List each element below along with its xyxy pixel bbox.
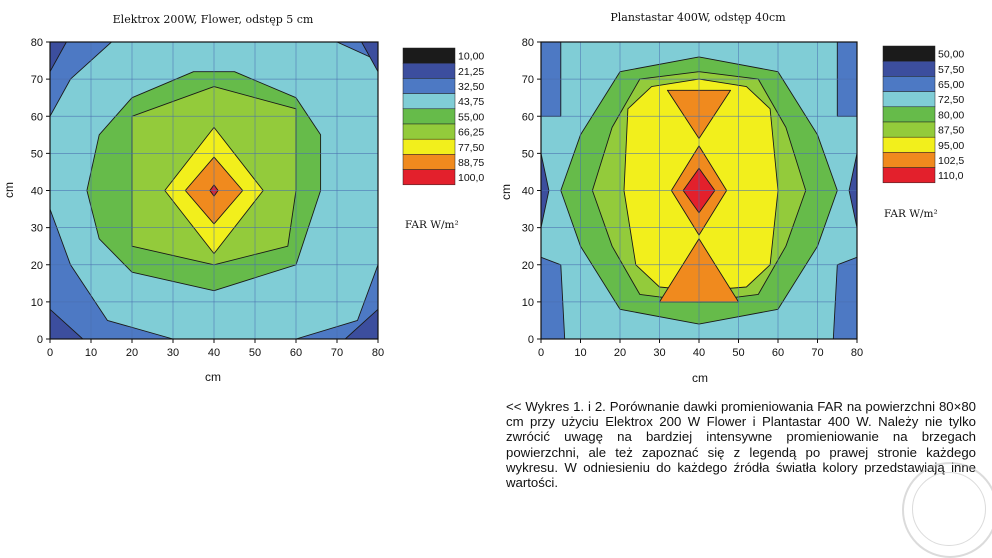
legend-swatch — [882, 60, 936, 77]
legend-label: 80,00 — [938, 109, 964, 121]
x-tick-label: 20 — [614, 347, 626, 359]
legend-swatch — [882, 91, 936, 108]
x-tick-label: 70 — [331, 347, 343, 359]
legend-label: 66,25 — [458, 127, 484, 139]
x-tick-label: 40 — [208, 347, 220, 359]
legend-swatch — [882, 106, 936, 123]
y-tick-label: 30 — [522, 223, 534, 235]
legend-swatch — [882, 167, 936, 184]
x-tick-label: 30 — [167, 347, 179, 359]
legend-swatch — [402, 78, 456, 94]
chart-title: Planstastar 400W, odstęp 40cm — [610, 11, 786, 24]
x-tick-label: 60 — [290, 347, 302, 359]
legend-label: 110,0 — [938, 170, 964, 182]
figure-caption: << Wykres 1. i 2. Porównanie dawki promi… — [506, 399, 976, 491]
legend-label: 65,00 — [938, 79, 964, 91]
y-axis-label: cm — [2, 182, 16, 198]
legend-unit-label: FAR W/m² — [405, 219, 459, 231]
legend-label: 102,5 — [938, 155, 964, 167]
x-axis-label: cm — [692, 371, 708, 385]
legend-swatch — [402, 169, 456, 186]
legend-label: 32,50 — [458, 81, 484, 93]
y-tick-label: 40 — [31, 186, 43, 198]
x-tick-label: 0 — [47, 347, 53, 359]
corner-patch-3 — [361, 42, 378, 73]
y-tick-label: 80 — [522, 37, 534, 49]
x-tick-label: 80 — [372, 347, 384, 359]
y-tick-label: 50 — [31, 148, 43, 160]
y-tick-label: 40 — [522, 186, 534, 198]
y-tick-label: 50 — [522, 148, 534, 160]
contour-band-1 — [541, 256, 566, 339]
y-axis-label: cm — [499, 184, 513, 200]
x-tick-label: 30 — [653, 347, 665, 359]
x-tick-label: 20 — [126, 347, 138, 359]
legend-swatch — [882, 152, 936, 168]
y-tick-label: 60 — [31, 111, 43, 123]
y-tick-label: 0 — [37, 334, 43, 346]
corner-patch-1 — [344, 308, 378, 339]
legend-label: 72,50 — [938, 94, 964, 106]
stamp-watermark — [902, 462, 992, 558]
x-tick-label: 60 — [772, 347, 784, 359]
y-tick-label: 20 — [522, 260, 534, 272]
x-tick-label: 50 — [732, 347, 744, 359]
contour-plot — [541, 42, 857, 339]
corner-patch-2 — [50, 42, 67, 73]
y-tick-label: 10 — [31, 297, 43, 309]
y-tick-label: 70 — [522, 74, 534, 86]
legend-label: 21,25 — [458, 66, 484, 78]
legend: 50,00 57,50 65,00 72,50 80,00 87,50 95,00 102,5… — [882, 45, 964, 184]
y-tick-label: 0 — [528, 334, 534, 346]
legend-swatch — [882, 45, 936, 62]
axes: 0 10 20 30 40 50 60 70 80 0 10 20 30 40 50 60 70 80 — [31, 37, 384, 359]
corner-patch-0 — [50, 308, 84, 339]
y-tick-label: 10 — [522, 297, 534, 309]
y-tick-label: 70 — [31, 74, 43, 86]
legend: 10,00 21,25 32,50 43,75 55,00 66,25 77,50 88,75… — [402, 47, 484, 186]
grid — [50, 42, 378, 339]
legend-swatch — [402, 123, 456, 140]
y-tick-label: 80 — [31, 37, 43, 49]
y-tick-label: 20 — [31, 260, 43, 272]
chart-elektrox: Elektrox 200W, Flower, odstęp 5 cm 0 10 20… — [2, 13, 484, 384]
legend-swatch — [882, 136, 936, 153]
legend-swatch — [402, 62, 456, 79]
contour-band-2 — [832, 256, 857, 339]
x-axis-label: cm — [205, 370, 221, 384]
x-tick-label: 10 — [85, 347, 97, 359]
legend-label: 77,50 — [458, 142, 484, 154]
x-tick-label: 70 — [811, 347, 823, 359]
figure: Elektrox 200W, Flower, odstęp 5 cm 0 10 20… — [2, 11, 964, 385]
legend-label: 55,00 — [458, 111, 484, 123]
y-tick-label: 30 — [31, 223, 43, 235]
legend-label: 87,50 — [938, 125, 964, 137]
legend-swatch — [402, 93, 456, 110]
legend-unit-label: FAR W/m² — [884, 208, 938, 220]
legend-swatch — [882, 76, 936, 92]
legend-label: 43,75 — [458, 96, 484, 108]
contour-plot — [50, 42, 378, 339]
legend-label: 10,00 — [458, 51, 484, 63]
legend-swatch — [402, 154, 456, 170]
legend-label: 100,0 — [458, 172, 484, 184]
chart-title: Elektrox 200W, Flower, odstęp 5 cm — [113, 13, 314, 26]
legend-swatch — [402, 138, 456, 155]
legend-swatch — [402, 108, 456, 125]
legend-label: 88,75 — [458, 157, 484, 169]
x-tick-label: 10 — [574, 347, 586, 359]
chart-planstastar: Planstastar 400W, odstęp 40cm 0 10 20 30 40 5… — [499, 11, 964, 385]
x-tick-label: 50 — [249, 347, 261, 359]
axes: 0 10 20 30 40 50 60 70 80 0 10 20 30 40 50 60 70 80 — [522, 37, 863, 359]
legend-swatch — [402, 47, 456, 64]
y-tick-label: 60 — [522, 111, 534, 123]
legend-label: 95,00 — [938, 140, 964, 152]
legend-swatch — [882, 121, 936, 138]
legend-label: 57,50 — [938, 64, 964, 76]
grid — [541, 42, 857, 339]
x-tick-label: 80 — [851, 347, 863, 359]
x-tick-label: 0 — [538, 347, 544, 359]
legend-label: 50,00 — [938, 49, 964, 61]
x-tick-label: 40 — [693, 347, 705, 359]
